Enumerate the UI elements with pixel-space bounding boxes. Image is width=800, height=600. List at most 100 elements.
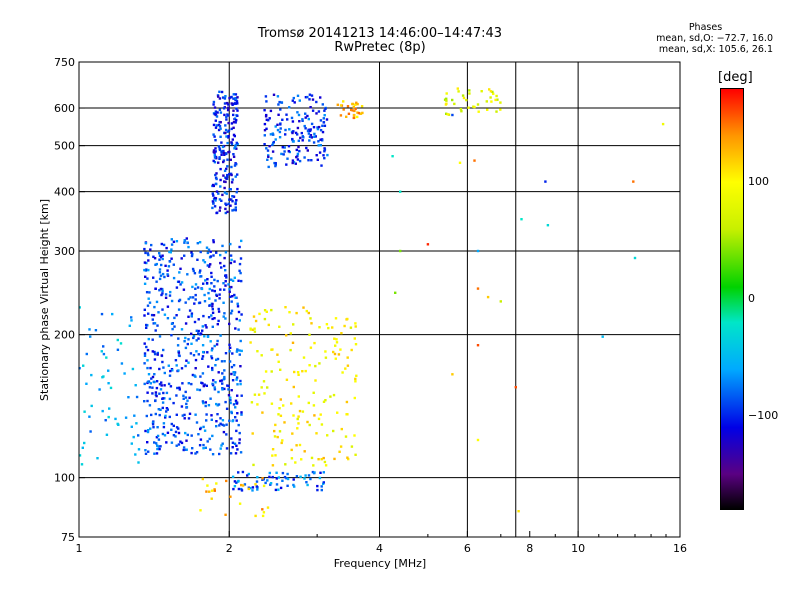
echo-point — [105, 356, 108, 359]
echo-point — [210, 414, 213, 417]
echo-point — [169, 290, 172, 294]
echo-point — [145, 414, 148, 418]
echo-point — [217, 319, 220, 323]
echo-point — [202, 447, 205, 450]
echo-point — [286, 484, 289, 487]
echo-point — [314, 364, 317, 368]
echo-point — [155, 280, 158, 283]
echo-point — [229, 346, 232, 349]
echo-point — [223, 169, 227, 172]
echo-point — [216, 279, 219, 283]
echo-point — [262, 484, 266, 488]
echo-point — [354, 103, 357, 106]
echo-point — [285, 378, 289, 381]
echo-point — [211, 192, 214, 195]
echo-point — [211, 453, 215, 456]
echo-point — [269, 133, 273, 136]
echo-point — [158, 447, 161, 451]
echo-point — [240, 483, 243, 487]
echo-point — [235, 199, 238, 202]
echo-point — [229, 204, 232, 207]
echo-point — [197, 318, 200, 321]
echo-point — [256, 403, 259, 406]
echo-point — [184, 336, 187, 340]
echo-point — [130, 319, 133, 322]
echo-point — [303, 156, 306, 159]
echo-point — [166, 305, 170, 308]
echo-point — [212, 150, 215, 154]
echo-point — [198, 333, 201, 336]
echo-point — [256, 476, 259, 479]
x-tick-label: 8 — [526, 542, 533, 555]
echo-point — [221, 419, 225, 422]
echo-point — [291, 120, 295, 123]
echo-point — [211, 200, 215, 203]
echo-point — [212, 379, 215, 382]
echo-point — [224, 352, 228, 355]
echo-point — [310, 136, 313, 139]
echo-point — [236, 96, 239, 99]
echo-point — [275, 477, 278, 480]
echo-point — [165, 410, 168, 413]
echo-point — [191, 296, 195, 299]
echo-point — [223, 264, 226, 268]
echo-point — [166, 273, 169, 276]
echo-point — [229, 399, 232, 402]
echo-point — [88, 328, 91, 331]
echo-point — [321, 103, 324, 106]
echo-point — [214, 150, 217, 153]
echo-point — [231, 475, 235, 478]
echo-point — [212, 159, 215, 163]
echo-point — [146, 380, 150, 383]
echo-point — [246, 474, 249, 477]
echo-point — [473, 159, 476, 162]
echo-point — [238, 269, 241, 272]
echo-point — [190, 314, 193, 317]
echo-point — [144, 429, 147, 433]
x-tick-label: 1 — [76, 542, 83, 555]
echo-point — [189, 296, 192, 299]
echo-point — [219, 111, 223, 114]
echo-point — [180, 367, 184, 370]
echo-point — [294, 162, 297, 165]
echo-point — [144, 251, 147, 255]
echo-point — [461, 94, 465, 97]
echo-point — [309, 477, 312, 481]
echo-point — [116, 338, 119, 342]
echo-point — [215, 343, 219, 346]
echo-point — [231, 138, 234, 141]
echo-point — [218, 157, 221, 160]
echo-point — [319, 144, 322, 147]
echo-point — [339, 445, 343, 448]
echo-point — [270, 402, 274, 405]
echo-point — [174, 359, 178, 362]
echo-point — [281, 146, 284, 149]
echo-point — [346, 317, 349, 321]
echo-point — [193, 272, 197, 275]
echo-point — [194, 413, 197, 416]
echo-point — [206, 251, 210, 255]
echo-point — [320, 488, 323, 492]
echo-point — [208, 265, 211, 268]
echo-point — [190, 382, 193, 386]
echo-point — [215, 190, 219, 193]
y-tick-label: 500 — [54, 140, 75, 153]
echo-point — [270, 308, 273, 312]
echo-point — [458, 161, 462, 164]
echo-point — [236, 114, 239, 117]
echo-point — [161, 308, 164, 311]
echo-point — [476, 344, 480, 347]
echo-point — [317, 417, 321, 421]
echo-point — [214, 173, 217, 177]
echo-point — [249, 327, 252, 330]
echo-point — [297, 113, 301, 117]
echo-point — [231, 103, 234, 106]
echo-point — [254, 514, 257, 518]
echo-point — [426, 243, 430, 246]
echo-point — [211, 382, 214, 386]
echo-point — [199, 269, 202, 272]
echo-point — [170, 299, 174, 303]
echo-point — [268, 117, 271, 120]
echo-point — [147, 268, 150, 272]
echo-point — [184, 431, 187, 435]
